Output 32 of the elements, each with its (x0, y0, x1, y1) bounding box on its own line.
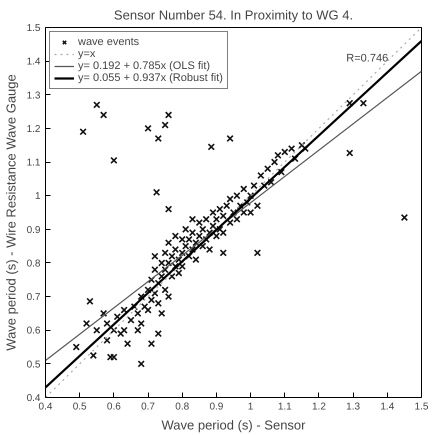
x-tick-label: 1.5 (414, 402, 429, 412)
x-tick-label: 1.3 (346, 402, 361, 412)
x-axis-title: Wave period (s) - Sensor (161, 418, 306, 432)
y-tick-label: 1.2 (26, 124, 41, 135)
y-tick-label: 0.8 (26, 258, 41, 270)
x-tick-label: 1.1 (278, 402, 292, 412)
x-tick-label: 1.4 (380, 402, 395, 412)
y-tick-label: 0.4 (26, 393, 41, 404)
y-tick-label: 0.6 (26, 326, 41, 337)
x-tick-label: 0.4 (38, 402, 53, 412)
x-tick-label: 0.5 (72, 402, 88, 412)
chart-title: Sensor Number 54. In Proximity to WG 4. (114, 8, 354, 22)
legend-label: wave events (78, 36, 140, 48)
x-tick-label: 0.8 (175, 402, 190, 412)
legend-label: y= 0.055 + 0.937x (Robust fit) (78, 72, 223, 84)
y-tick-label: 0.7 (26, 292, 41, 304)
y-tick-label: 0.5 (26, 359, 41, 370)
y-axis-title: Wave period (s) - Wire Resistance Wave Gauge (4, 74, 19, 351)
legend-label: y= 0.192 + 0.785x (OLS fit) (78, 60, 210, 72)
y-tick-label: 1 (34, 191, 41, 202)
y-tick-label: 0.9 (26, 224, 41, 236)
y-tick-label: 1.3 (26, 90, 41, 102)
x-tick-label: 0.7 (141, 402, 156, 412)
x-tick-label: 0.6 (106, 402, 122, 412)
x-tick-label: 1.2 (312, 402, 326, 412)
legend-label: y=x (78, 48, 96, 60)
y-tick-label: 1.5 (26, 23, 41, 34)
x-tick-label: 0.9 (209, 402, 224, 412)
y-tick-label: 1.1 (26, 158, 41, 169)
x-tick-label: 1 (248, 402, 254, 412)
y-tick-label: 1.4 (26, 56, 41, 68)
annotation: R=0.746 (346, 52, 388, 64)
